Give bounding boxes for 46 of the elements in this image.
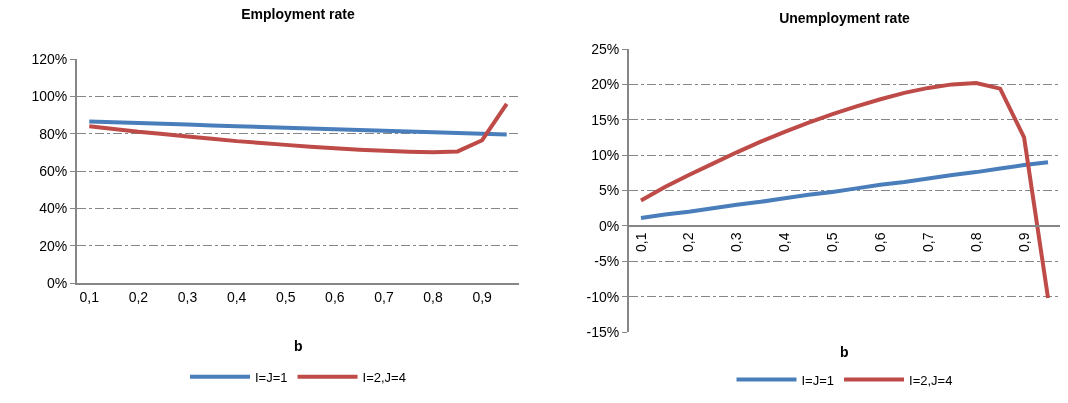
line-series [638, 160, 1051, 221]
y-tick-label: 5% [598, 182, 620, 199]
x-tick-label: 0,2 [128, 288, 149, 305]
line-series [87, 119, 509, 137]
chart-title: Employment rate [241, 5, 355, 22]
legend-label: I=2,J=4 [909, 372, 953, 388]
chart-title: Unemployment rate [779, 9, 911, 26]
y-tick-label: 0% [598, 217, 620, 234]
x-tick-label: 0,6 [325, 288, 345, 305]
y-tick-label: 20% [39, 237, 68, 254]
y-tick-label: 60% [39, 162, 68, 179]
y-tick-label: -5% [594, 253, 620, 270]
x-tick-label: 0,7 [919, 232, 936, 252]
legend-label: I=2,J=4 [362, 369, 406, 385]
x-tick-label: 0,1 [632, 232, 649, 252]
y-tick-label: 120% [31, 50, 68, 67]
legend-label: I=J=1 [801, 372, 835, 388]
x-tick-label: 0,4 [776, 232, 793, 252]
y-tick-label: -15% [586, 323, 620, 340]
y-tick-label: -10% [586, 288, 620, 305]
x-tick-label: 0,6 [871, 232, 888, 252]
y-tick-label: 80% [39, 125, 68, 142]
y-tick-label: 40% [39, 200, 68, 217]
x-axis-title: b [840, 344, 849, 360]
x-axis-title: b [294, 338, 303, 354]
line-series [638, 80, 1051, 301]
x-tick-label: 0,5 [824, 232, 841, 252]
y-tick-label: 0% [46, 274, 68, 291]
y-tick-label: 25% [591, 40, 620, 57]
line-series [87, 101, 509, 155]
x-tick-label: 0,4 [226, 288, 247, 305]
x-tick-label: 0,9 [1015, 232, 1032, 252]
legend-label: I=J=1 [255, 369, 288, 385]
x-tick-label: 0,7 [374, 288, 394, 305]
x-tick-label: 0,8 [423, 288, 443, 305]
x-tick-label: 0,3 [728, 232, 745, 252]
y-tick-label: 10% [591, 147, 620, 164]
y-tick-label: 20% [591, 76, 620, 93]
x-tick-label: 0,9 [472, 288, 493, 305]
y-tick-label: 15% [591, 111, 620, 128]
y-tick-label: 100% [31, 88, 68, 105]
x-tick-label: 0,8 [967, 232, 984, 252]
x-tick-label: 0,1 [79, 288, 100, 305]
x-tick-label: 0,3 [177, 288, 198, 305]
x-tick-label: 0,5 [275, 288, 296, 305]
x-tick-label: 0,2 [680, 232, 697, 252]
